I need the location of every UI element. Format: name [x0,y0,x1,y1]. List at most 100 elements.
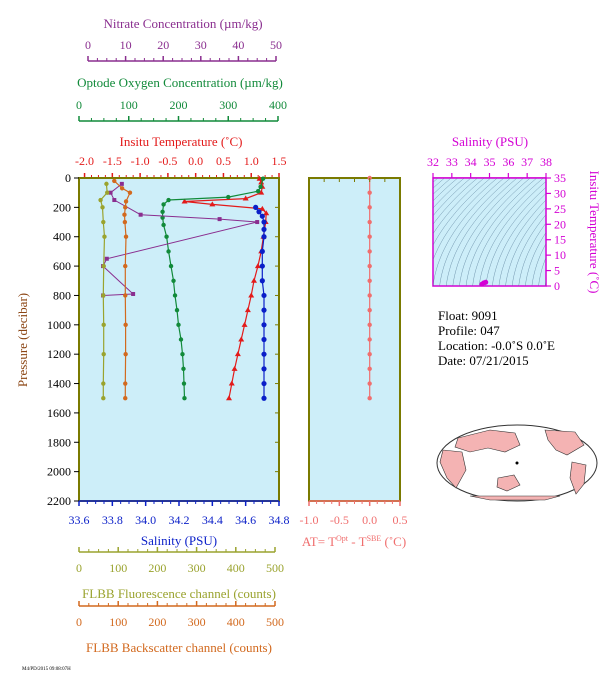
nitrate-axis: 0 10 20 30 40 50 [85,38,282,62]
salinity-point [261,307,267,313]
backscatter-point [122,212,127,217]
nitrate-axis-tick-label: 0 [85,38,91,52]
ts-temperature-tick-label: 35 [554,171,566,185]
oxygen-point [260,176,266,181]
salinity-axis-tick-label: 33.6 [69,513,90,527]
fluorescence-axis-label: FLBB Fluorescence channel (counts) [82,586,276,601]
pressure-axis-tick-label: 1600 [47,406,71,420]
ts-salinity-axis-label: Salinity (PSU) [452,134,528,149]
salinity-point [259,248,265,255]
salinity-point [261,292,267,299]
map-land-africa [439,449,467,489]
salinity-point [261,322,267,328]
oxygen-axis: 0 100 200 300 400 [76,98,287,122]
nitrate-point [112,198,117,203]
salinity-axis-tick-label: 34.0 [135,513,156,527]
ts-salinity-tick-label: 38 [540,155,552,169]
ts-temperature-tick-label: 20 [554,217,566,231]
delta_t-point [367,190,372,195]
temperature-axis-tick-label: -0.5 [158,154,177,168]
ts-density-contour [433,178,485,235]
backscatter-point [123,322,128,328]
fluorescence-point [101,381,106,386]
oxygen-point [174,307,180,313]
info-float: Float: 9091 [438,308,498,323]
oxygen-axis-label: Optode Oxygen Concentration (µm/kg) [77,75,283,90]
nitrate-axis-label: Nitrate Concentration (µm/kg) [103,16,262,31]
backscatter-point [123,396,128,401]
salinity-point [261,351,267,357]
delta-t-axis-tick-label: 0.5 [393,513,408,527]
backscatter-point [123,234,129,239]
map-land-asia [454,429,521,453]
delta_t-point [367,337,372,342]
ts-temperature-tick-label: 5 [554,264,560,278]
pressure-axis-tick-label: 2200 [47,494,71,508]
temperature-point [251,277,257,283]
temperature-point [231,365,238,371]
oxygen-point [258,184,263,190]
temperature-point [238,336,245,342]
temperature-axis-tick-label: 0.5 [216,154,231,168]
ts-density-contour [465,178,537,286]
ts-plot-area [432,177,547,287]
oxygen-point [161,202,166,207]
pressure-axis-tick-label: 600 [53,259,71,273]
temperature-point [181,198,188,204]
salinity-point [259,278,265,284]
fluorescence-axis-tick-label: 100 [109,561,127,575]
ts-density-contour [485,187,546,286]
ts-density-contour [538,256,546,286]
delta_t-point [367,351,372,357]
temperature-axis-tick-label: 1.5 [272,154,287,168]
oxygen-point [226,194,231,200]
fluorescence-point [105,190,110,195]
nitrate-point [131,291,136,296]
ts-density-contour [498,199,546,286]
pressure-axis-tick-label: 1800 [47,435,71,449]
fluorescence-point [101,263,106,269]
ts-density-contour [446,178,518,286]
pressure-axis-tick-label: 1200 [47,347,71,361]
delta-t-axis-tick-label: -1.0 [300,513,319,527]
temperature-axis-tick-label: 0.0 [188,154,203,168]
salinity-axis-label: Salinity (PSU) [141,533,217,548]
salinity-point [259,213,265,219]
pressure-axis-tick-label: 0 [65,171,71,185]
salinity-point [256,209,262,215]
ts-density-contour [525,232,546,286]
temperature-point [244,307,251,313]
delta_t-point [367,322,372,328]
ts-density-contour [433,178,465,209]
oxygen-point [180,351,185,357]
delta-t-label-sup2: SBE [367,534,382,543]
pressure-axis-tick-label: 1000 [47,318,71,332]
fluorescence-point [101,351,106,357]
ts-salinity-tick-label: 34 [465,155,477,169]
ts-temperature-tick-label: 25 [554,202,566,216]
salinity-point [253,204,259,210]
temperature-point [209,201,216,207]
ts-density-contour [531,243,546,286]
backscatter-axis-tick-label: 400 [227,615,245,629]
ts-salinity-tick-label: 37 [521,155,533,169]
ts-density-contour [433,178,478,225]
delta_t-point [367,278,372,283]
oxygen-axis-tick-label: 200 [170,98,188,112]
salinity-point [261,226,267,232]
oxygen-axis-tick-label: 100 [120,98,138,112]
temperature-axis-label: Insitu Temperature (˚C) [119,134,242,149]
nitrate-series-line [102,183,258,296]
temperature-point [258,179,265,185]
nitrate-point [104,256,109,261]
backscatter-point [123,351,128,357]
ts-density-contour [505,206,546,286]
delta_t-point [367,263,372,269]
oxygen-point [161,222,166,228]
ts-points [479,279,489,287]
backscatter-point [123,381,128,386]
nitrate-point [138,212,143,217]
delta-t-label-main: AT= T [302,534,336,549]
